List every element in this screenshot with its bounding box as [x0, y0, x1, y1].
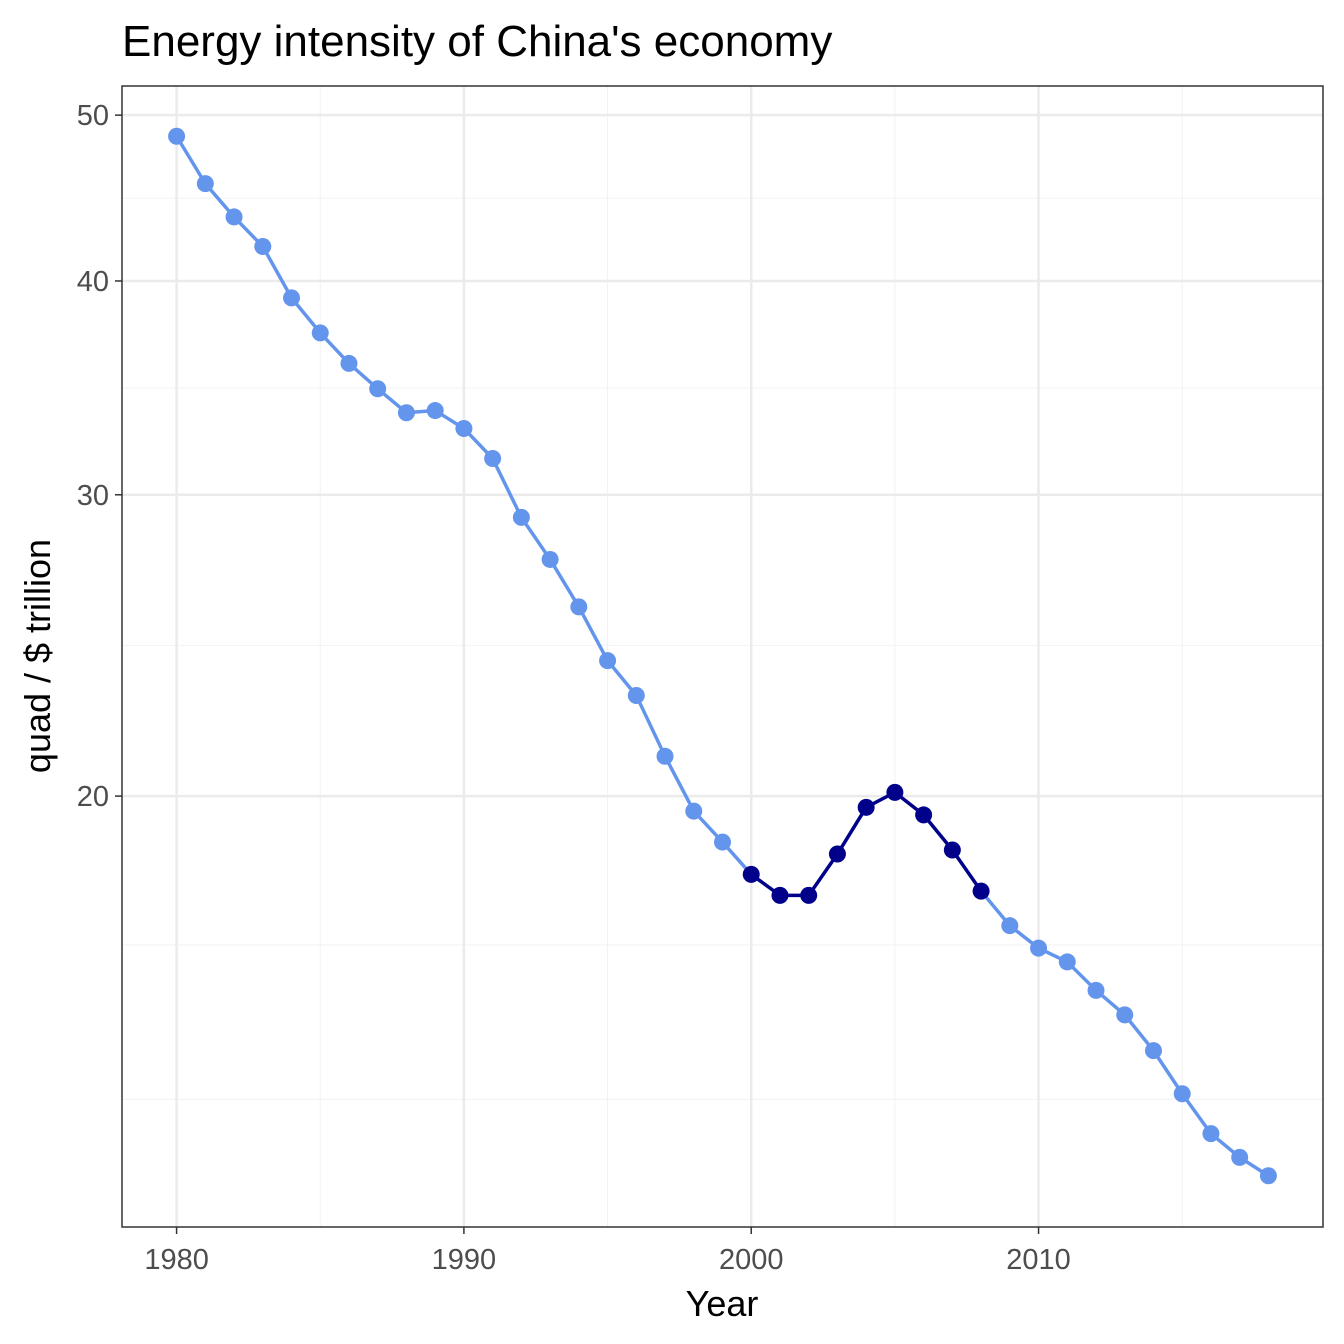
data-point	[599, 652, 617, 670]
data-point	[972, 882, 990, 900]
data-point	[685, 802, 703, 820]
data-point	[1231, 1148, 1249, 1166]
data-point	[627, 686, 645, 704]
grid	[122, 86, 1323, 1227]
series	[168, 127, 1277, 1185]
y-tick-label: 40	[77, 266, 109, 298]
x-axis-label: Year	[686, 1283, 759, 1324]
data-point	[915, 806, 933, 824]
x-axis: 1980 1990 2000 2010	[144, 1227, 1071, 1276]
data-point	[369, 380, 387, 398]
data-point	[1202, 1125, 1220, 1143]
data-point	[1030, 939, 1048, 957]
data-point	[1087, 981, 1105, 999]
data-point	[714, 833, 731, 851]
data-point	[742, 865, 760, 883]
data-point	[1144, 1042, 1162, 1060]
data-point	[857, 798, 875, 816]
data-point	[541, 550, 559, 568]
x-tick-label: 1990	[432, 1244, 497, 1276]
data-point	[225, 208, 243, 226]
y-tick-label: 20	[77, 781, 109, 813]
line-segment	[548, 557, 581, 609]
data-point	[397, 404, 415, 422]
line-segment	[663, 754, 696, 813]
y-tick-label: 50	[77, 100, 109, 132]
data-point	[1173, 1085, 1191, 1103]
data-point	[426, 402, 444, 420]
data-point	[1058, 953, 1076, 971]
x-tick-label: 2000	[719, 1244, 784, 1276]
line-segment	[261, 244, 294, 300]
data-point	[800, 886, 818, 904]
data-point	[168, 127, 186, 145]
data-point	[828, 845, 846, 863]
data-point	[570, 598, 588, 616]
y-axis: 20 30 40 50	[77, 100, 122, 813]
data-point	[886, 783, 904, 801]
x-tick-label: 2010	[1006, 1244, 1071, 1276]
line-segment	[174, 134, 208, 186]
line-segment	[634, 693, 667, 759]
data-point	[254, 237, 272, 255]
line-segment	[577, 605, 610, 663]
data-point	[1001, 917, 1019, 935]
panel-border	[121, 85, 1324, 1228]
y-axis-label: quad / $ trillion	[17, 539, 58, 773]
data-point	[196, 175, 214, 193]
data-point	[1259, 1167, 1277, 1185]
data-point	[484, 450, 502, 468]
data-point	[656, 747, 674, 765]
y-tick-label: 30	[77, 480, 109, 512]
data-point	[771, 886, 789, 904]
x-tick-label: 1980	[144, 1244, 209, 1276]
data-point	[455, 419, 473, 437]
data-point	[512, 508, 530, 526]
chart-title: Energy intensity of China's economy	[122, 17, 832, 66]
line-segment	[835, 805, 868, 856]
line-segment	[1151, 1048, 1184, 1096]
data-point	[283, 289, 301, 307]
data-point	[340, 354, 358, 372]
data-point	[311, 324, 329, 342]
data-point	[1116, 1006, 1134, 1024]
data-point	[943, 841, 961, 859]
line-segment	[490, 456, 524, 520]
